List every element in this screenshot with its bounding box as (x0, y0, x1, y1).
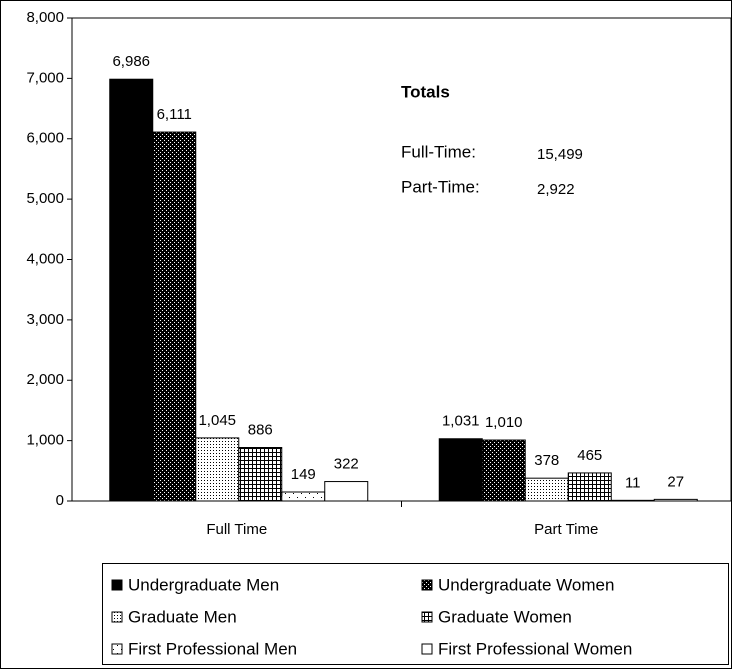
value-label: 6,986 (112, 53, 150, 70)
value-label: 378 (534, 452, 559, 469)
value-label: 322 (334, 456, 359, 473)
value-label: 27 (667, 473, 684, 490)
bar (438, 438, 483, 502)
legend-swatch (421, 611, 433, 623)
totals-title: Totals (401, 82, 450, 101)
bar (653, 498, 698, 502)
totals-label: Full-Time: (401, 142, 476, 161)
totals-value: 2,922 (537, 181, 575, 198)
y-tick-label: 3,000 (26, 311, 64, 328)
bar (481, 439, 526, 502)
legend-swatch (111, 643, 123, 655)
value-label: 1,031 (442, 413, 480, 430)
legend-label: Undergraduate Women (438, 575, 614, 594)
y-tick-label: 6,000 (26, 130, 64, 147)
legend-swatch (421, 643, 433, 655)
legend-label: Graduate Women (438, 607, 572, 626)
x-tick-label: Part Time (534, 521, 598, 538)
value-label: 1,010 (485, 414, 523, 431)
bar (610, 499, 655, 502)
value-label: 465 (577, 447, 602, 464)
bar (109, 78, 154, 502)
x-tick-label: Full Time (206, 521, 267, 538)
value-label: 6,111 (157, 106, 192, 123)
bar (567, 472, 612, 502)
legend-label: First Professional Men (128, 639, 297, 658)
bar (324, 481, 369, 502)
y-tick-label: 4,000 (26, 250, 64, 267)
legend-swatch (421, 579, 433, 591)
legend-swatch (111, 611, 123, 623)
y-tick-label: 0 (56, 492, 64, 509)
value-label: 886 (248, 421, 273, 438)
y-tick-label: 7,000 (26, 69, 64, 86)
y-tick-label: 5,000 (26, 190, 64, 207)
totals-value: 15,499 (537, 146, 583, 163)
legend-label: First Professional Women (438, 639, 632, 658)
legend (102, 563, 729, 665)
value-label: 1,045 (198, 412, 236, 429)
totals-label: Part-Time: (401, 177, 480, 196)
value-label: 149 (291, 466, 316, 483)
bar (238, 447, 283, 502)
bar (195, 437, 240, 502)
bar (524, 477, 569, 502)
value-label: 11 (625, 474, 641, 491)
legend-label: Graduate Men (128, 607, 237, 626)
bar (281, 491, 326, 502)
legend-label: Undergraduate Men (128, 575, 279, 594)
y-tick-label: 8,000 (26, 9, 64, 26)
y-tick-label: 2,000 (26, 371, 64, 388)
legend-swatch (111, 579, 123, 591)
y-tick-label: 1,000 (26, 432, 64, 449)
bar (152, 131, 197, 502)
